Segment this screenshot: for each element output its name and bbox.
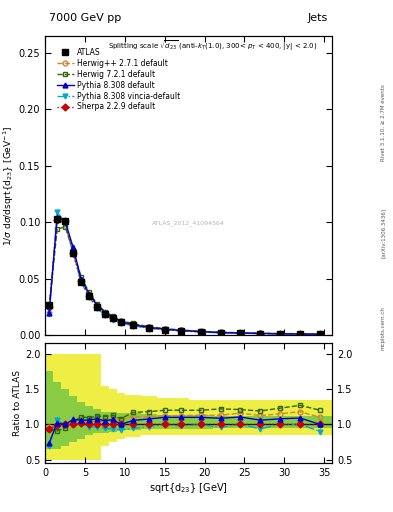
Legend: ATLAS, Herwig++ 2.7.1 default, Herwig 7.2.1 default, Pythia 8.308 default, Pythi: ATLAS, Herwig++ 2.7.1 default, Herwig 7.… (55, 46, 182, 114)
Text: ATLAS_2012_41094564: ATLAS_2012_41094564 (152, 221, 225, 226)
Text: Jets: Jets (308, 13, 328, 23)
X-axis label: sqrt{d$_{23}$} [GeV]: sqrt{d$_{23}$} [GeV] (149, 481, 228, 495)
Y-axis label: 1/$\sigma$ d$\sigma$/dsqrt{d$_{23}$} [GeV$^{-1}$]: 1/$\sigma$ d$\sigma$/dsqrt{d$_{23}$} [Ge… (2, 125, 16, 246)
Text: 7000 GeV pp: 7000 GeV pp (49, 13, 121, 23)
Text: [arXiv:1306.3436]: [arXiv:1306.3436] (381, 208, 386, 258)
Text: Splitting scale $\sqrt{d_{23}}$ (anti-$k_T$(1.0), 300< $p_T$ < 400, |y| < 2.0): Splitting scale $\sqrt{d_{23}}$ (anti-$k… (108, 39, 318, 53)
Text: Rivet 3.1.10, ≥ 2.7M events: Rivet 3.1.10, ≥ 2.7M events (381, 84, 386, 161)
Text: mcplots.cern.ch: mcplots.cern.ch (381, 306, 386, 350)
Y-axis label: Ratio to ATLAS: Ratio to ATLAS (13, 370, 22, 436)
